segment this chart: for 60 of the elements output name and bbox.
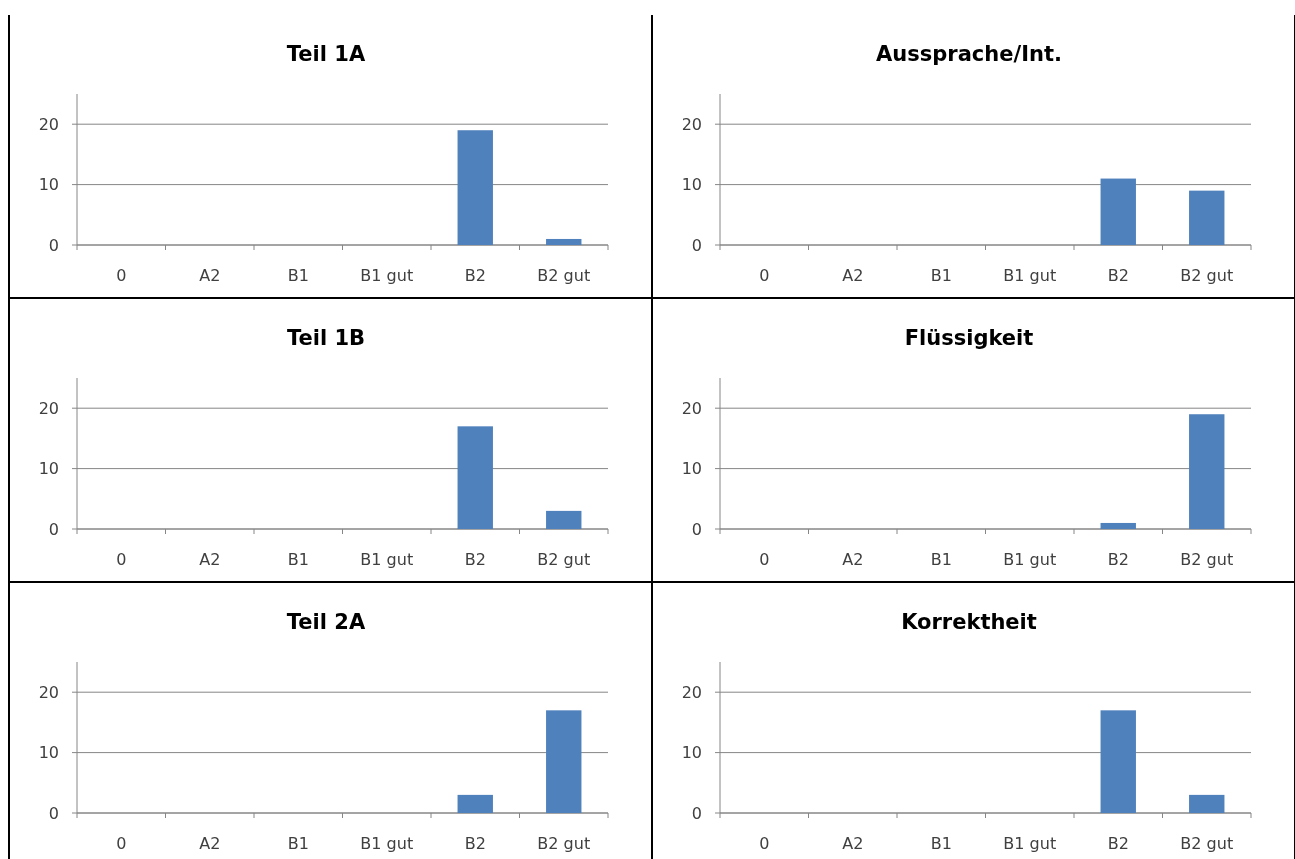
x-tick-label: 0 (759, 834, 770, 853)
x-tick-label: B2 gut (1180, 266, 1234, 285)
y-tick-label: 10 (38, 459, 59, 479)
x-tick-label: A2 (842, 550, 864, 569)
x-tick-label: 0 (116, 550, 127, 569)
y-tick-label: 20 (38, 114, 59, 134)
y-tick-label: 0 (691, 235, 702, 255)
x-tick-label: B2 (464, 550, 486, 569)
x-tick-label: B1 gut (360, 550, 414, 569)
x-tick-label: A2 (842, 266, 864, 285)
x-tick-label: B1 (930, 834, 952, 853)
x-tick-label: A2 (199, 550, 221, 569)
y-tick-label: 10 (38, 175, 59, 195)
y-tick-label: 0 (48, 235, 59, 255)
y-tick-label: 20 (681, 114, 702, 134)
y-tick-label: 10 (681, 743, 702, 763)
x-tick-label: B2 (1107, 266, 1129, 285)
x-tick-label: B2 gut (537, 266, 591, 285)
y-tick-label: 20 (681, 398, 702, 418)
x-tick-label: B2 (1107, 834, 1129, 853)
x-tick-label: B2 (464, 834, 486, 853)
x-tick-label: 0 (116, 834, 127, 853)
x-tick-label: B2 gut (537, 834, 591, 853)
y-tick-label: 20 (38, 682, 59, 702)
chart-title: Flüssigkeit (904, 326, 1034, 350)
x-tick-label: B1 gut (360, 266, 414, 285)
x-tick-label: B2 gut (1180, 834, 1234, 853)
x-tick-label: A2 (842, 834, 864, 853)
y-tick-label: 0 (691, 803, 702, 823)
x-tick-label: B1 (287, 266, 309, 285)
x-tick-label: B1 gut (360, 834, 414, 853)
x-tick-label: B2 (464, 266, 486, 285)
x-tick-label: A2 (199, 834, 221, 853)
x-tick-label: 0 (759, 550, 770, 569)
x-tick-label: B2 gut (1180, 550, 1234, 569)
x-tick-label: A2 (199, 266, 221, 285)
x-tick-label: B1 (287, 550, 309, 569)
chart-title: Teil 1B (286, 326, 366, 350)
x-tick-label: B1 gut (1003, 266, 1057, 285)
y-tick-label: 20 (681, 682, 702, 702)
x-tick-label: 0 (759, 266, 770, 285)
y-tick-label: 10 (38, 743, 59, 763)
y-tick-label: 20 (38, 398, 59, 418)
y-tick-label: 10 (681, 175, 702, 195)
x-tick-label: B1 (287, 834, 309, 853)
x-tick-label: B1 gut (1003, 550, 1057, 569)
y-tick-label: 0 (48, 519, 59, 539)
chart-title: Aussprache/Int. (876, 42, 1062, 66)
x-tick-label: 0 (116, 266, 127, 285)
chart-title: Teil 1A (286, 42, 366, 66)
x-tick-label: B1 (930, 550, 952, 569)
x-tick-label: B1 (930, 266, 952, 285)
y-tick-label: 0 (48, 803, 59, 823)
x-tick-label: B2 gut (537, 550, 591, 569)
y-tick-label: 0 (691, 519, 702, 539)
y-tick-label: 10 (681, 459, 702, 479)
chart-title: Teil 2A (286, 610, 366, 634)
x-tick-label: B1 gut (1003, 834, 1057, 853)
x-tick-label: B2 (1107, 550, 1129, 569)
chart-title: Korrektheit (901, 610, 1037, 634)
